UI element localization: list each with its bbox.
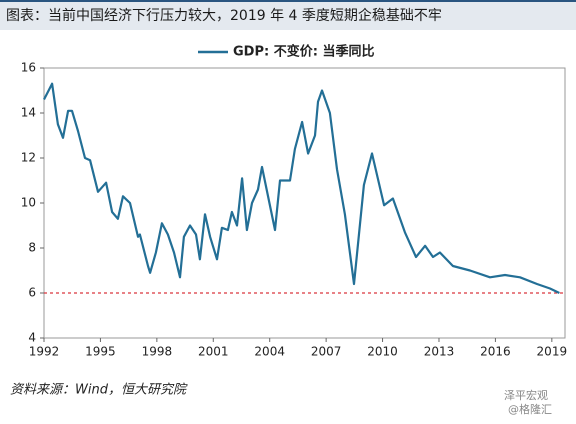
source: 资料来源：Wind，恒大研究院 [10, 382, 188, 398]
data-line [43, 82, 560, 294]
x-tick-label: 2019 [537, 345, 568, 359]
y-tick-label: 14 [21, 106, 36, 120]
x-tick-label: 1992 [29, 345, 60, 359]
x-tick-label: 2010 [367, 345, 398, 359]
x-tick-label: 1995 [85, 345, 116, 359]
x-tick-label: 2001 [198, 345, 229, 359]
x-tick-label: 2004 [254, 345, 285, 359]
y-tick-label: 6 [28, 286, 36, 300]
y-tick-label: 16 [21, 61, 36, 75]
y-tick-label: 4 [28, 331, 36, 345]
title-bar [0, 0, 576, 30]
x-tick-label: 2013 [424, 345, 455, 359]
x-tick-label: 2016 [480, 345, 511, 359]
y-tick-label: 8 [28, 241, 36, 255]
watermark: 泽平宏观 [504, 388, 548, 402]
x-tick-label: 2007 [311, 345, 342, 359]
y-tick-label: 12 [21, 151, 36, 165]
y-tick-label: 10 [21, 196, 36, 210]
x-tick-label: 1998 [142, 345, 173, 359]
legend-label: GDP: 不变价: 当季同比 [233, 44, 374, 60]
watermark: @格隆汇 [508, 402, 552, 416]
chart-title: 图表：当前中国经济下行压力较大，2019 年 4 季度短期企稳基础不牢 [6, 7, 442, 24]
